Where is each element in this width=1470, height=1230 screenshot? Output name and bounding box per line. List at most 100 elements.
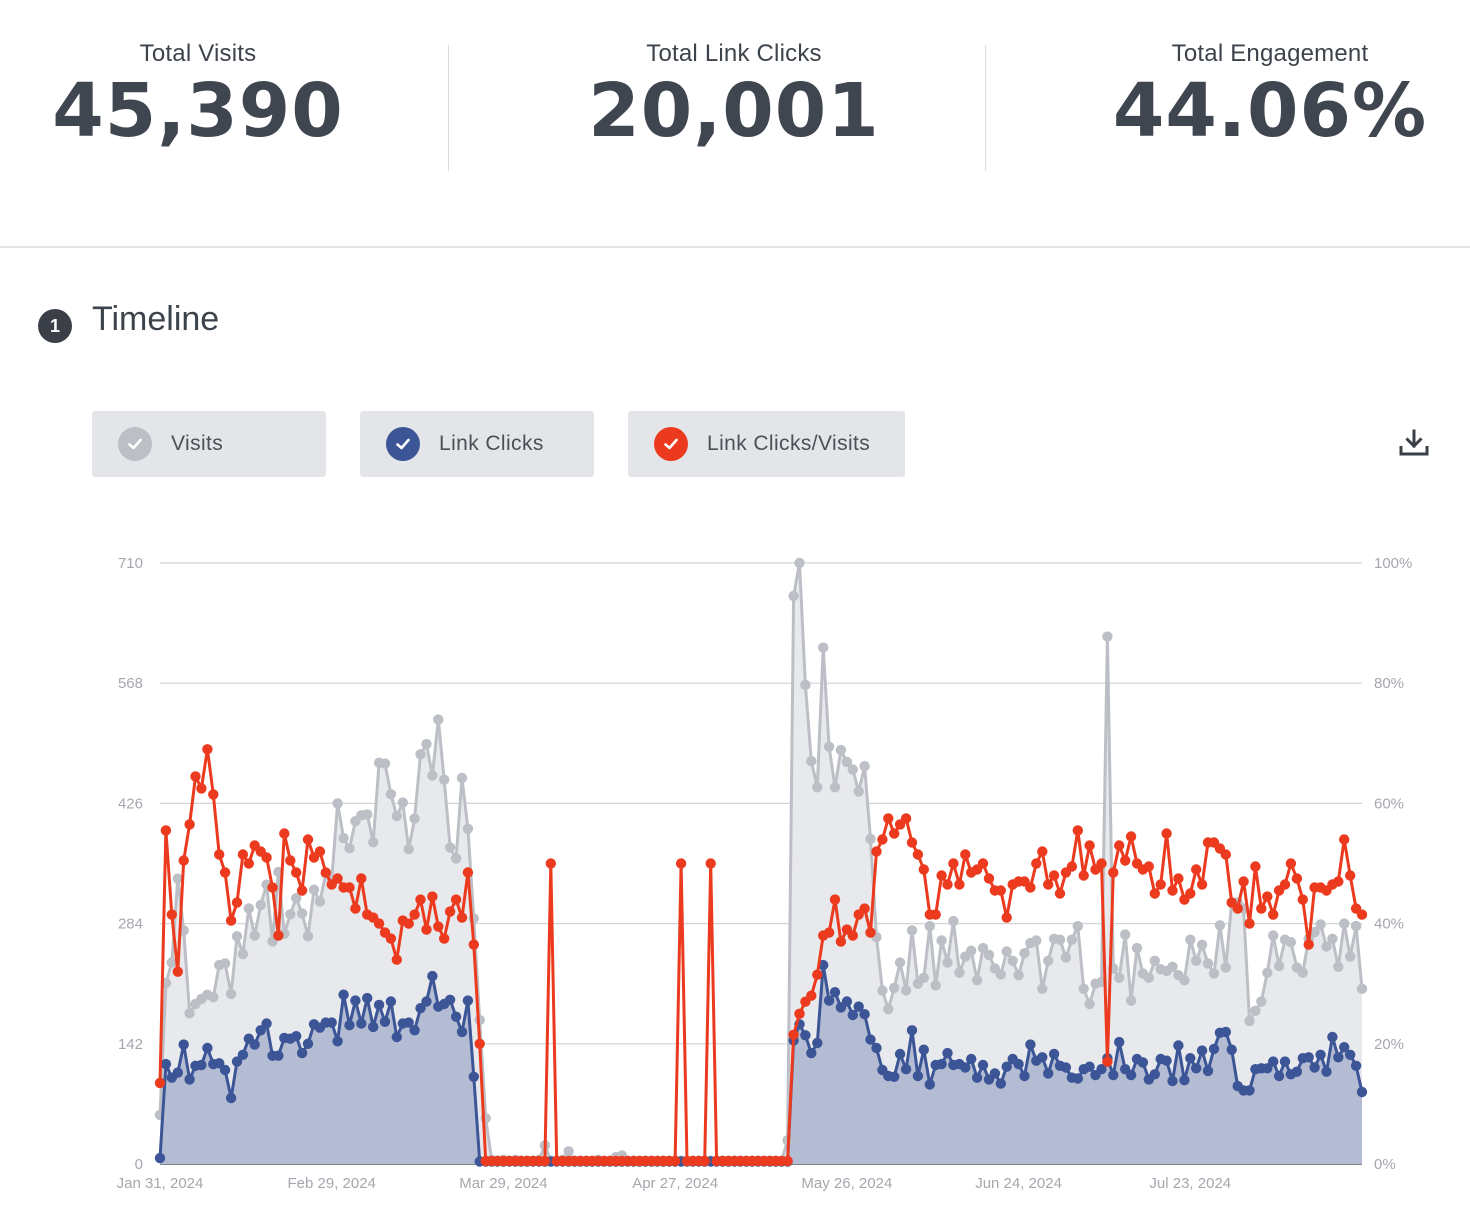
data-point-link-clicks xyxy=(450,1011,462,1022)
data-point-link-clicks-visits xyxy=(877,834,888,845)
data-point-visits xyxy=(1043,955,1054,966)
data-point-visits xyxy=(1244,1015,1255,1027)
data-point-link-clicks-visits xyxy=(948,858,959,869)
data-point-link-clicks xyxy=(918,1044,929,1055)
data-point-visits xyxy=(415,749,426,760)
data-point-visits xyxy=(942,957,953,968)
x-tick-label: Jul 23, 2024 xyxy=(1149,1175,1231,1192)
data-point-visits xyxy=(1102,631,1113,642)
legend-toggle-link-clicks-per-visits[interactable]: Link Clicks/Visits xyxy=(628,411,905,477)
data-point-link-clicks xyxy=(812,1037,823,1049)
data-point-link-clicks xyxy=(1339,1042,1350,1053)
data-point-link-clicks xyxy=(800,1030,811,1041)
data-point-visits xyxy=(219,958,231,969)
data-point-link-clicks xyxy=(1025,1039,1036,1050)
data-point-link-clicks xyxy=(1226,1044,1237,1055)
y-left-tick-label: 142 xyxy=(118,1036,143,1053)
stat-label: Total Visits xyxy=(139,40,257,67)
data-point-link-clicks-visits xyxy=(1025,882,1036,893)
download-button[interactable] xyxy=(1396,428,1432,460)
data-point-link-clicks-visits xyxy=(1102,1056,1113,1068)
data-point-link-clicks-visits xyxy=(160,825,172,836)
data-point-link-clicks-visits xyxy=(1285,858,1297,869)
data-point-link-clicks xyxy=(1268,1056,1279,1067)
data-point-link-clicks xyxy=(1001,1061,1012,1072)
data-point-link-clicks xyxy=(823,995,835,1006)
data-point-visits xyxy=(1179,975,1190,986)
data-point-link-clicks xyxy=(989,1068,1001,1079)
data-point-link-clicks xyxy=(865,1034,876,1045)
data-point-visits xyxy=(1125,995,1137,1006)
data-point-visits xyxy=(835,744,847,756)
data-point-link-clicks xyxy=(444,994,456,1005)
data-point-link-clicks-visits xyxy=(267,882,278,893)
stat-total-visits: Total Visits 45,390 xyxy=(40,40,356,152)
data-point-link-clicks xyxy=(326,1017,337,1028)
legend-toggle-visits[interactable]: Visits xyxy=(92,411,326,477)
data-point-link-clicks-visits xyxy=(942,879,953,890)
data-point-link-clicks xyxy=(871,1042,882,1054)
data-point-link-clicks-visits xyxy=(1339,834,1350,845)
data-point-link-clicks-visits xyxy=(1220,849,1232,860)
data-point-link-clicks xyxy=(225,1092,237,1104)
data-point-visits xyxy=(403,843,414,855)
data-point-link-clicks xyxy=(1185,1053,1196,1064)
data-point-link-clicks xyxy=(427,970,438,982)
divider xyxy=(448,45,449,171)
data-point-visits xyxy=(983,949,995,961)
data-point-visits xyxy=(1078,983,1089,994)
data-point-link-clicks-visits xyxy=(332,873,343,884)
data-point-link-clicks-visits xyxy=(344,882,355,893)
data-point-link-clicks xyxy=(1291,1066,1303,1077)
data-point-link-clicks-visits xyxy=(166,909,177,920)
data-point-visits xyxy=(1037,983,1048,994)
data-point-link-clicks xyxy=(1179,1075,1190,1086)
data-point-visits xyxy=(1256,996,1267,1007)
data-point-visits xyxy=(391,810,402,822)
data-point-link-clicks-visits xyxy=(918,864,929,875)
data-point-link-clicks xyxy=(1315,1049,1326,1061)
data-point-link-clicks-visits xyxy=(214,849,225,860)
data-point-visits xyxy=(1273,960,1285,972)
legend-label: Link Clicks/Visits xyxy=(707,432,871,455)
data-point-link-clicks xyxy=(912,1070,924,1082)
stat-value: 45,390 xyxy=(52,68,344,154)
data-point-link-clicks-visits xyxy=(427,891,438,902)
data-point-link-clicks-visits xyxy=(1031,858,1042,869)
data-point-link-clicks-visits xyxy=(231,897,243,908)
data-point-link-clicks xyxy=(196,1059,207,1071)
stat-total-link-clicks: Total Link Clicks 20,001 xyxy=(576,40,892,152)
data-point-link-clicks-visits xyxy=(859,903,870,914)
data-point-visits xyxy=(818,642,829,653)
data-point-visits xyxy=(1285,937,1297,948)
data-point-link-clicks-visits xyxy=(906,837,918,848)
data-point-visits xyxy=(285,909,296,920)
data-point-link-clicks-visits xyxy=(936,870,947,881)
data-point-link-clicks xyxy=(385,996,397,1007)
section-divider xyxy=(0,246,1470,248)
data-point-link-clicks-visits xyxy=(314,846,326,857)
data-point-link-clicks xyxy=(214,1058,225,1069)
data-point-link-clicks xyxy=(421,996,432,1007)
legend-toggle-link-clicks[interactable]: Link Clicks xyxy=(360,411,594,477)
data-point-link-clicks-visits xyxy=(900,813,912,824)
check-icon xyxy=(654,427,688,461)
data-point-visits xyxy=(1185,934,1196,945)
data-point-visits xyxy=(1191,955,1202,966)
data-point-link-clicks xyxy=(356,1018,367,1029)
legend-label: Link Clicks xyxy=(439,432,544,455)
data-point-link-clicks xyxy=(1167,1075,1178,1087)
data-point-link-clicks xyxy=(977,1059,989,1071)
data-point-visits xyxy=(1060,952,1072,963)
data-point-visits xyxy=(812,782,823,793)
data-point-link-clicks-visits xyxy=(444,906,456,917)
data-point-visits xyxy=(379,758,391,769)
y-left-tick-label: 284 xyxy=(118,916,143,933)
data-point-link-clicks xyxy=(1173,1040,1184,1051)
data-point-link-clicks-visits xyxy=(356,873,367,884)
data-point-link-clicks xyxy=(853,1001,864,1012)
data-point-link-clicks-visits xyxy=(699,1155,710,1167)
data-point-link-clicks-visits xyxy=(1084,840,1095,851)
data-point-link-clicks xyxy=(291,1031,302,1042)
data-point-link-clicks xyxy=(456,1026,468,1038)
